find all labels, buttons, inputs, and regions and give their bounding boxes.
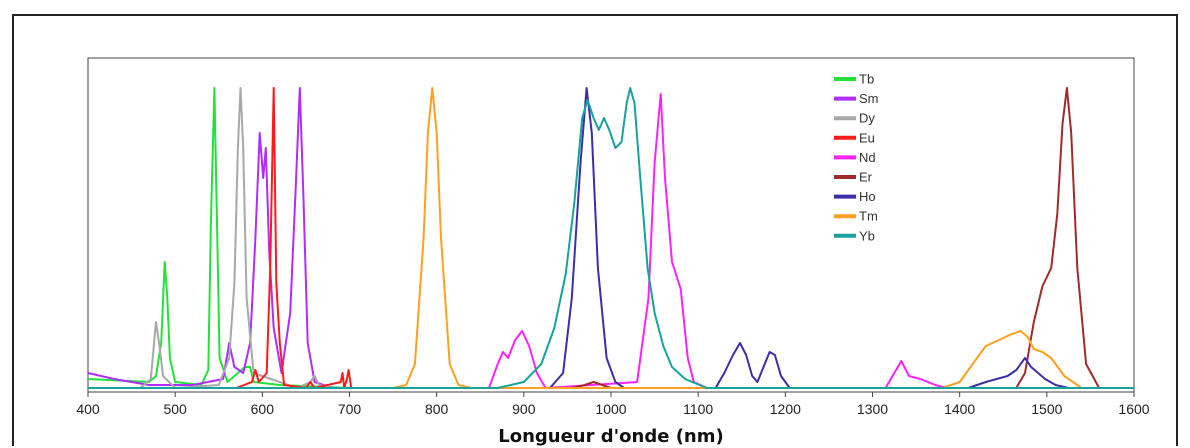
x-tick-label: 1100 [683,401,713,417]
series-line-sm [87,87,333,389]
x-tick-label: 1500 [1031,401,1062,417]
legend-label-yb: Yb [859,228,875,243]
series-line-tb [87,87,350,389]
series-line-nd [88,93,1134,389]
legend-label-eu: Eu [859,130,875,145]
x-tick-label: 500 [163,401,187,417]
x-tick-label: 900 [512,401,536,417]
x-tick-label: 1000 [595,401,626,417]
legend-label-tb: Tb [859,72,874,87]
x-tick-label: 1400 [944,401,975,417]
legend-label-nd: Nd [859,150,876,165]
legend-label-sm: Sm [859,91,879,106]
legend-label-ho: Ho [859,189,876,204]
legend-label-dy: Dy [859,111,875,126]
x-tick-label: 1200 [770,401,801,417]
series-line-ho [88,87,1134,389]
x-tick-label: 600 [251,401,275,417]
x-tick-label: 800 [425,401,449,417]
x-tick-label: 1300 [857,401,888,417]
series-line-eu [88,87,353,389]
x-tick-label: 700 [338,401,362,417]
legend: Tb Sm Dy Eu Nd Er Ho Tm Yb [834,72,879,243]
series-line-yb [88,87,1134,389]
legend-label-er: Er [859,170,873,185]
x-tick-label: 400 [76,401,100,417]
series-line-er [88,87,1134,389]
x-tick-label: 1600 [1118,401,1149,417]
x-axis: 400 500 600 700 800 900 1000 1100 1200 1300 1400 15… [76,392,1150,417]
series-layer [87,87,1134,389]
series-line-dy [88,87,333,389]
chart-frame [12,14,1178,446]
legend-label-tm: Tm [859,209,878,224]
x-axis-label: Longueur d'onde (nm) [498,426,723,447]
series-line-tm [88,87,1134,389]
